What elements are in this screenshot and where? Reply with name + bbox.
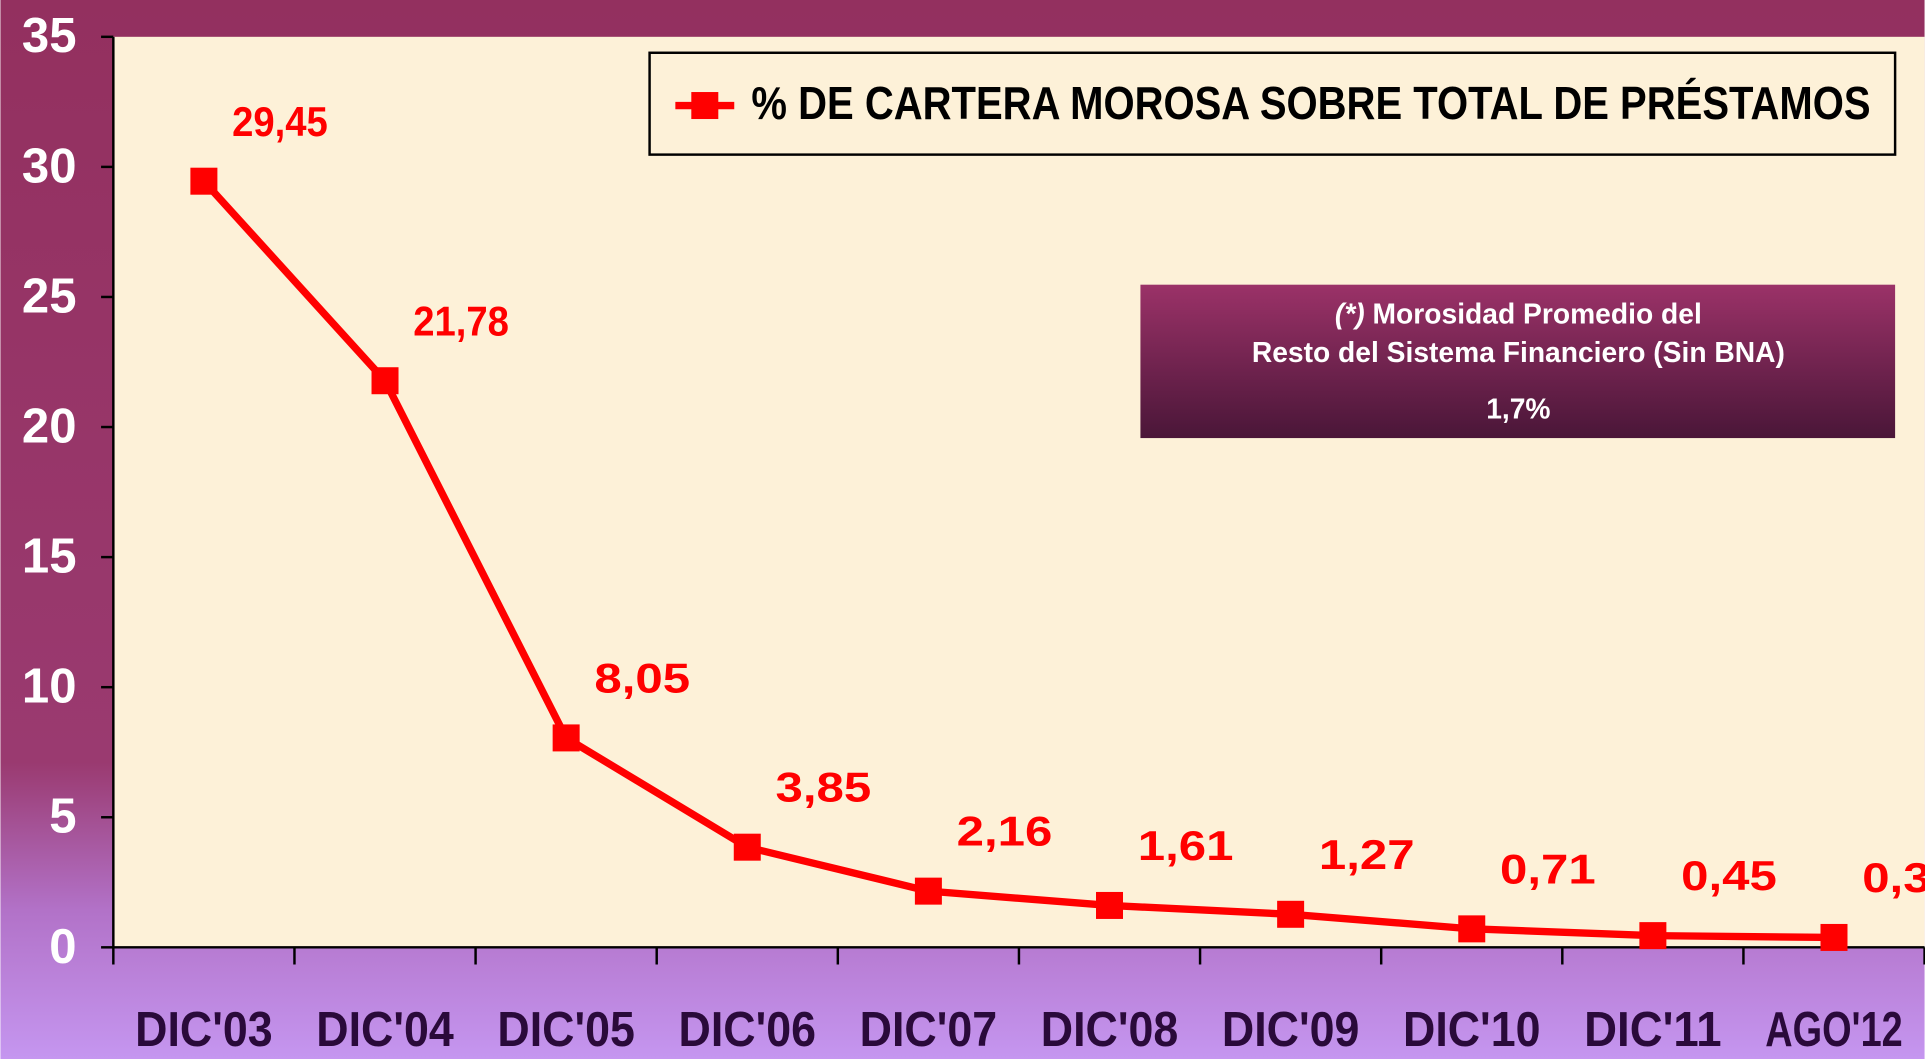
annotation-marker: (*) (1335, 298, 1365, 330)
data-label: 29,45 (232, 98, 328, 145)
data-point (1458, 915, 1486, 943)
y-tick-label: 30 (22, 139, 77, 193)
y-tick-label: 15 (22, 530, 77, 584)
legend-marker (691, 92, 719, 120)
data-point (914, 877, 942, 905)
data-label: 8,05 (594, 654, 690, 701)
x-tick-label: DIC'08 (1041, 1003, 1178, 1057)
x-tick-label: DIC'11 (1584, 1003, 1721, 1057)
data-label: 0,38 (1862, 854, 1925, 901)
y-tick-label: 25 (22, 269, 77, 323)
data-point (733, 833, 761, 861)
plot-area (113, 36, 1925, 948)
y-tick-label: 5 (49, 790, 76, 844)
x-tick-label: AGO'12 (1765, 1003, 1902, 1057)
data-point (552, 724, 580, 752)
annotation: (*) Morosidad Promedio del Resto del Sis… (1140, 284, 1896, 439)
x-tick-label: DIC'04 (316, 1003, 454, 1057)
x-tick-label: DIC'09 (1222, 1003, 1359, 1057)
data-label: 3,85 (775, 764, 871, 811)
y-tick-label: 0 (49, 920, 76, 974)
legend-label: % DE CARTERA MOROSA SOBRE TOTAL DE PRÉST… (751, 77, 1870, 129)
data-label: 21,78 (413, 297, 509, 344)
x-tick-label: DIC'05 (497, 1003, 634, 1057)
y-tick-label: 35 (22, 9, 77, 63)
annotation-text: Morosidad Promedio del (1373, 298, 1702, 330)
annotation-value: 1,7% (1486, 393, 1550, 425)
x-tick-label: DIC'10 (1403, 1003, 1540, 1057)
data-label: 2,16 (957, 808, 1053, 855)
data-point (1639, 922, 1667, 950)
data-point (1096, 891, 1124, 919)
x-tick-label: DIC'03 (135, 1003, 272, 1057)
data-point (1820, 923, 1848, 951)
legend: % DE CARTERA MOROSA SOBRE TOTAL DE PRÉST… (648, 51, 1897, 156)
annotation-line: (*) Morosidad Promedio del (1335, 298, 1702, 330)
data-label: 1,61 (1138, 822, 1234, 869)
data-point (190, 167, 218, 195)
data-label: 0,71 (1500, 845, 1596, 892)
x-tick-label: DIC'06 (679, 1003, 816, 1057)
annotation-box (1140, 284, 1896, 439)
data-label: 0,45 (1681, 852, 1777, 899)
data-point (371, 367, 399, 395)
x-tick-label: DIC'07 (860, 1003, 997, 1057)
series-line (201, 178, 1835, 942)
y-tick-label: 20 (22, 399, 77, 453)
data-point (1277, 900, 1305, 928)
data-label: 1,27 (1319, 831, 1415, 878)
annotation-line: Resto del Sistema Financiero (Sin BNA) (1252, 336, 1785, 368)
y-tick-label: 10 (22, 660, 77, 714)
legend-box (648, 51, 1897, 156)
